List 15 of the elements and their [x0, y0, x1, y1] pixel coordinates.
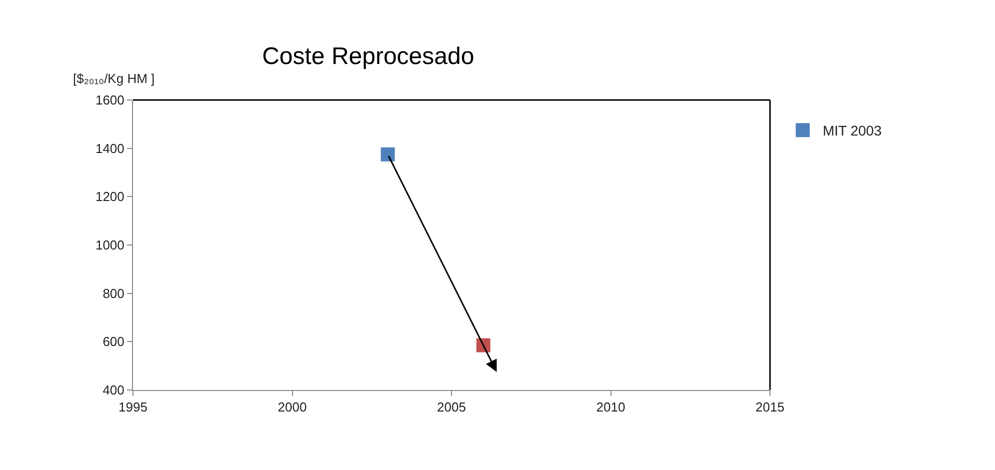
x-tick-label: 2000: [278, 400, 307, 415]
y-axis-title: [$₂₀₁₀/Kg HM ]: [73, 71, 155, 86]
x-tick-label: 2015: [756, 400, 784, 415]
x-tick-label: 2005: [437, 400, 466, 415]
legend-label: MIT 2003: [822, 122, 882, 139]
chart-title: Coste Reprocesado: [262, 42, 474, 70]
y-tick-label: 1600: [95, 92, 124, 108]
y-tick-label: 600: [102, 334, 124, 350]
y-tick-label: 400: [102, 382, 124, 398]
x-tick-label: 1995: [118, 400, 148, 415]
y-tick-label: 1000: [95, 238, 124, 253]
y-tick-label: 800: [102, 286, 124, 301]
y-tick-label: 1200: [95, 189, 124, 204]
x-tick-label: 2010: [596, 400, 626, 415]
y-tick-label: 1400: [95, 140, 124, 156]
